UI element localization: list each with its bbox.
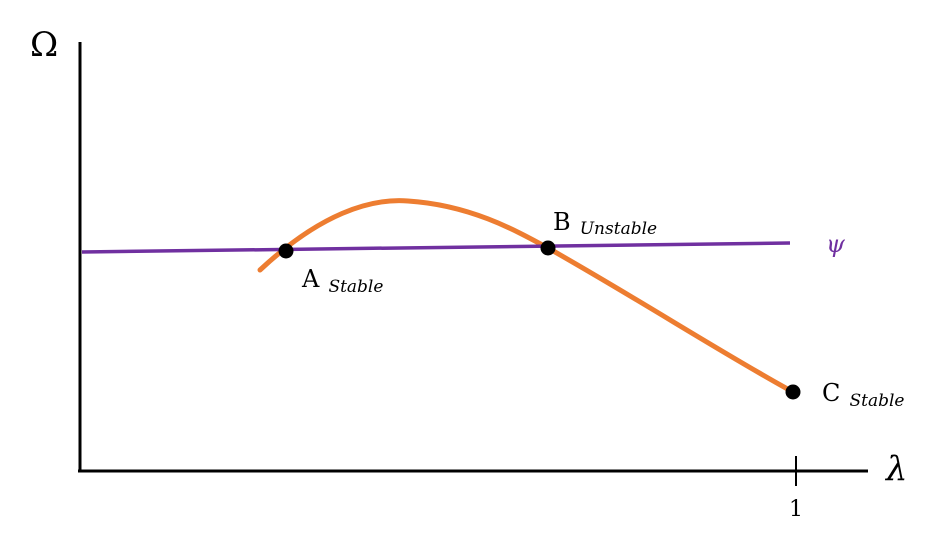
point-c-label: C Stable xyxy=(822,379,904,411)
x-axis-label: λ xyxy=(884,449,908,489)
point-a-marker xyxy=(278,243,294,259)
psi-line xyxy=(81,241,791,254)
omega-curve xyxy=(257,198,796,395)
point-c-letter: C xyxy=(822,379,840,407)
x-tick-label: 1 xyxy=(789,497,803,522)
point-b-letter: B xyxy=(553,208,571,236)
point-c-subscript: Stable xyxy=(849,391,904,411)
point-b-subscript: Unstable xyxy=(580,219,657,239)
point-c-marker xyxy=(785,384,801,400)
point-b-marker xyxy=(540,240,556,256)
point-a-label: A Stable xyxy=(301,265,383,297)
point-b-label: B Unstable xyxy=(553,208,657,239)
y-axis-label: Ω xyxy=(30,25,58,65)
point-a-subscript: Stable xyxy=(328,277,383,297)
point-a-letter: A xyxy=(301,265,320,293)
psi-label: ψ xyxy=(826,230,846,258)
